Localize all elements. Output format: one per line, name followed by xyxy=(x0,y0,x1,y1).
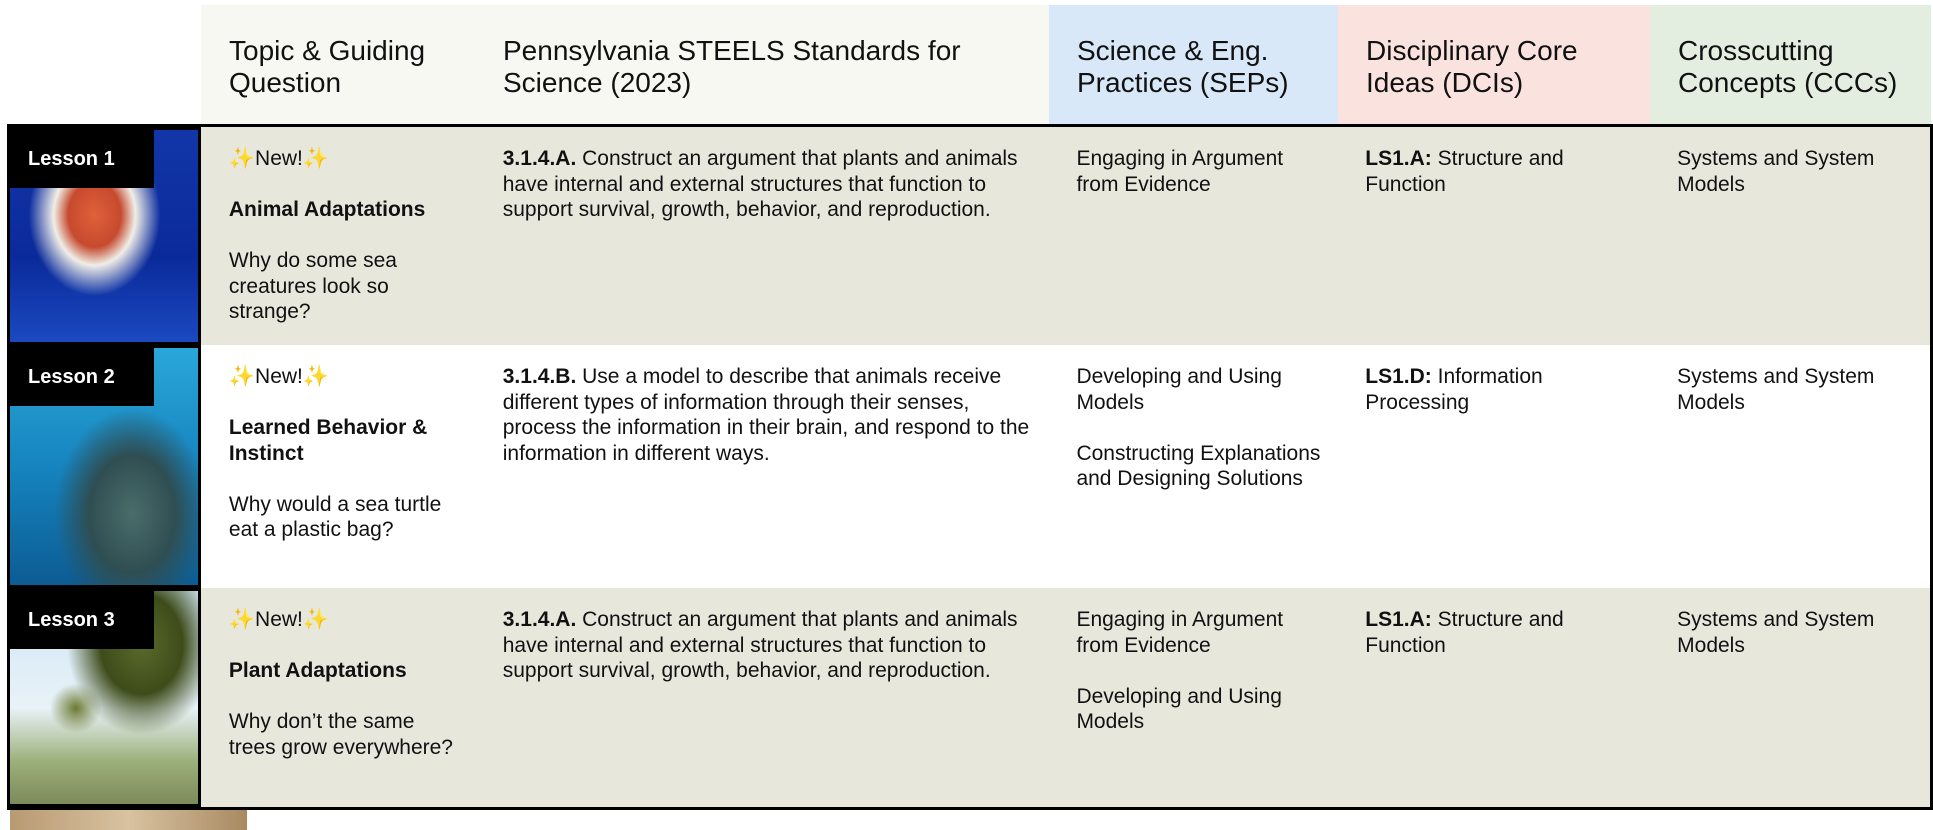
table-row: Lesson 1 ✨New!✨ Animal Adaptations Why do s… xyxy=(10,127,1930,345)
sep-cell: Engaging in Argument from Evidence xyxy=(1048,127,1337,345)
standard-code: 3.1.4.A. xyxy=(502,608,577,631)
lesson-image: Lesson 3 xyxy=(10,588,201,807)
new-badge: ✨New!✨ xyxy=(228,608,330,631)
dci-text: Structure and Function xyxy=(1365,608,1564,657)
lesson-image: Lesson 1 xyxy=(10,127,201,345)
dci-cell: LS1.A: Structure and Function xyxy=(1337,588,1649,807)
lesson-image: Lesson 2 xyxy=(10,345,201,588)
topic-title: Animal Adaptations xyxy=(228,198,426,221)
standard-text: Construct an argument that plants and an… xyxy=(502,608,1018,682)
sep-item: Constructing Explanations and Designing … xyxy=(1076,441,1321,491)
table-body: Lesson 1 ✨New!✨ Animal Adaptations Why do s… xyxy=(7,124,1933,810)
header-cell: Pennsylvania STEELS Standards for Scienc… xyxy=(475,5,1049,125)
dci: LS1.A: Structure and Function xyxy=(1365,146,1635,197)
standard: 3.1.4.A. Construct an argument that plan… xyxy=(503,146,1035,223)
sep-cell: Engaging in Argument from Evidence Develo… xyxy=(1048,588,1337,807)
standard-cell: 3.1.4.A. Construct an argument that plan… xyxy=(475,127,1049,345)
ccc-cell: Systems and System Models xyxy=(1649,345,1930,588)
standard-cell: 3.1.4.B. Use a model to describe that an… xyxy=(475,345,1049,588)
dci-code: LS1.D: xyxy=(1365,365,1432,388)
sep-item: Developing and Using Models xyxy=(1076,365,1282,414)
standard: 3.1.4.B. Use a model to describe that an… xyxy=(503,364,1035,466)
dci-cell: LS1.D: Information Processing xyxy=(1337,345,1649,588)
header-cell: Crosscutting Concepts (CCCs) xyxy=(1650,5,1931,125)
table-header: Topic & Guiding Question Pennsylvania STE… xyxy=(201,5,1931,125)
table-row: Lesson 3 ✨New!✨ Plant Adaptations Why don’t… xyxy=(10,588,1930,807)
sep-item: Engaging in Argument from Evidence xyxy=(1076,147,1284,196)
guiding-question: Why don’t the same trees grow everywhere… xyxy=(228,710,453,759)
dci-code: LS1.A: xyxy=(1365,608,1432,631)
header-cell: Science & Eng. Practices (SEPs) xyxy=(1049,5,1338,125)
lesson-label: Lesson 2 xyxy=(10,348,154,406)
guiding-question: Why would a sea turtle eat a plastic bag… xyxy=(228,492,442,542)
ccc: Systems and System Models xyxy=(1677,365,1875,414)
ccc-cell: Systems and System Models xyxy=(1649,588,1930,807)
dci-text: Information Processing xyxy=(1365,365,1543,414)
dci: LS1.D: Information Processing xyxy=(1365,364,1635,415)
topic-cell: ✨New!✨ Learned Behavior & Instinct Why wou… xyxy=(201,345,475,588)
ccc: Systems and System Models xyxy=(1677,608,1875,657)
guiding-question: Why do some sea creatures look so strang… xyxy=(228,249,397,323)
topic-title: Learned Behavior & Instinct xyxy=(228,416,428,465)
topic-cell: ✨New!✨ Animal Adaptations Why do some sea … xyxy=(201,127,475,345)
ccc-cell: Systems and System Models xyxy=(1649,127,1930,345)
standard-cell: 3.1.4.A. Construct an argument that plan… xyxy=(475,588,1049,807)
topic-cell: ✨New!✨ Plant Adaptations Why don’t the sam… xyxy=(201,588,475,807)
sep-cell: Developing and Using Models Constructing … xyxy=(1048,345,1337,588)
sep-item: Developing and Using Models xyxy=(1076,684,1282,734)
new-badge: ✨New!✨ xyxy=(228,147,330,170)
dci-code: LS1.A: xyxy=(1365,147,1432,170)
header-cell: Disciplinary Core Ideas (DCIs) xyxy=(1338,5,1650,125)
standard-code: 3.1.4.A. xyxy=(502,147,577,170)
lesson-label: Lesson 3 xyxy=(10,591,154,649)
standard-code: 3.1.4.B. xyxy=(502,365,577,388)
topic-title: Plant Adaptations xyxy=(228,659,407,682)
standard-text: Construct an argument that plants and an… xyxy=(502,147,1018,221)
header-cell: Topic & Guiding Question xyxy=(201,5,475,125)
dci: LS1.A: Structure and Function xyxy=(1365,607,1635,658)
ccc: Systems and System Models xyxy=(1677,147,1875,196)
lesson-label: Lesson 1 xyxy=(10,130,154,188)
new-badge: ✨New!✨ xyxy=(228,365,330,388)
image-strip xyxy=(10,810,247,830)
table-row: Lesson 2 ✨New!✨ Learned Behavior & Instinc… xyxy=(10,345,1930,588)
dci-cell: LS1.A: Structure and Function xyxy=(1337,127,1649,345)
standard-text: Use a model to describe that animals rec… xyxy=(502,365,1030,465)
standard: 3.1.4.A. Construct an argument that plan… xyxy=(503,607,1035,684)
dci-text: Structure and Function xyxy=(1365,147,1564,196)
sep-item: Engaging in Argument from Evidence xyxy=(1076,608,1284,657)
